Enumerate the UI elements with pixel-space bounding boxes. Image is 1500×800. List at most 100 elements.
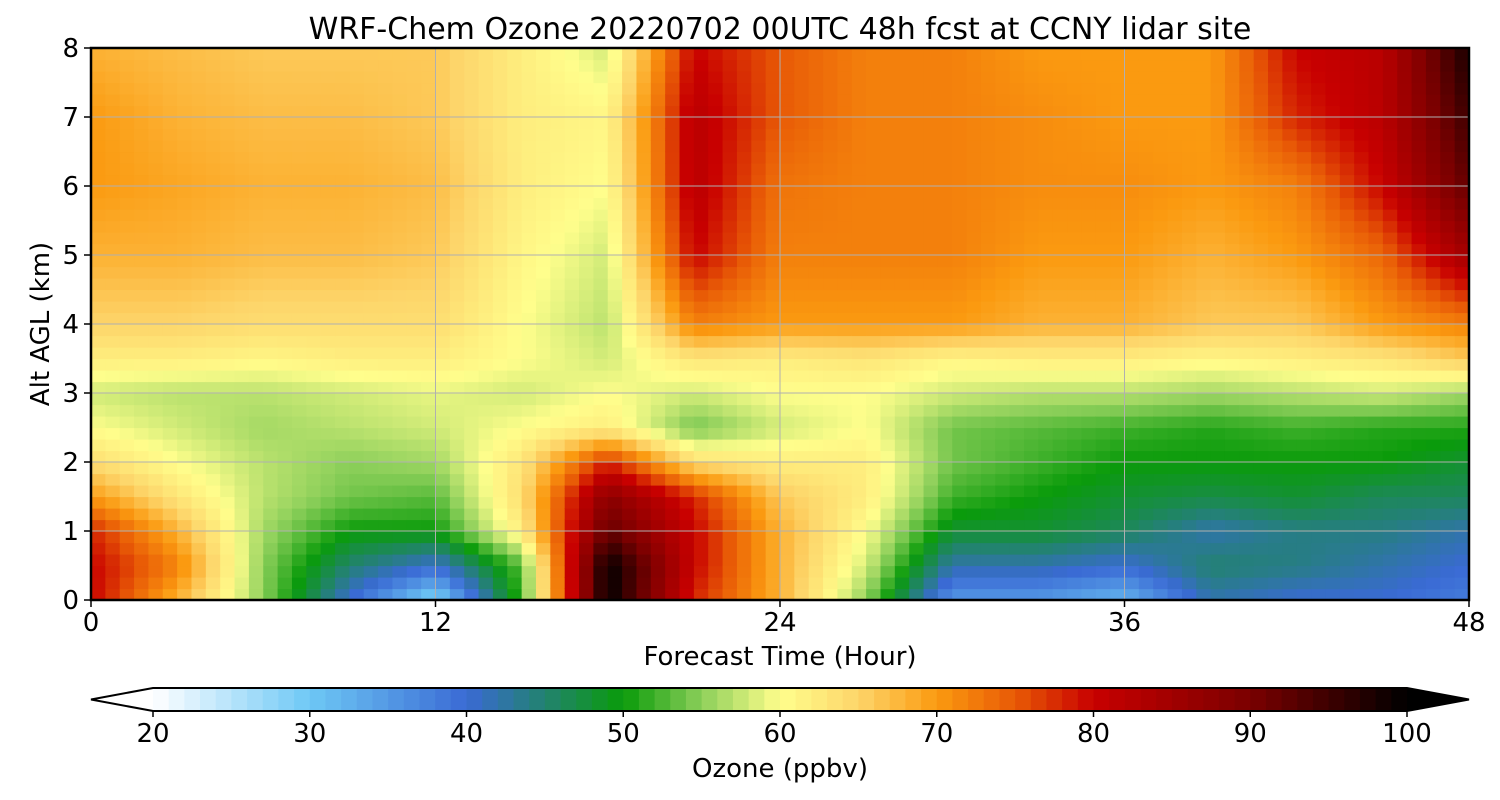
ozone-cell [349, 588, 365, 600]
ozone-cell [1296, 232, 1312, 245]
ozone-cell [736, 255, 752, 268]
ozone-cell [335, 82, 350, 95]
ozone-cell [1354, 59, 1370, 72]
ozone-cell [650, 531, 666, 544]
ozone-cell [665, 531, 681, 544]
ozone-cell [464, 577, 480, 590]
ozone-cell [105, 393, 121, 406]
colorbar-segment [1312, 688, 1330, 711]
ozone-cell [392, 232, 408, 245]
ozone-cell [234, 59, 250, 72]
ozone-cell [708, 140, 724, 153]
ozone-cell [421, 508, 437, 521]
ozone-cell [1009, 174, 1025, 187]
ozone-cell [808, 577, 824, 590]
ozone-cell [564, 232, 580, 245]
ozone-cell [1440, 232, 1456, 245]
ozone-cell [751, 347, 767, 360]
ozone-cell [1110, 554, 1126, 567]
ozone-cell [335, 565, 350, 578]
ozone-cell [1440, 427, 1456, 440]
ozone-cell [1224, 278, 1240, 291]
ozone-cell [579, 105, 594, 118]
ozone-cell [363, 266, 379, 279]
ozone-cell [406, 542, 422, 555]
ozone-cell [794, 577, 810, 590]
ozone-cell [1411, 163, 1427, 176]
ozone-cell [248, 393, 264, 406]
ozone-cell [909, 531, 925, 544]
ozone-cell [866, 301, 882, 314]
ozone-cell [162, 255, 178, 268]
ozone-cell [952, 232, 968, 245]
ozone-cell [1282, 71, 1298, 84]
ozone-cell [521, 381, 537, 394]
ozone-cell [378, 128, 394, 141]
ozone-cell [708, 197, 724, 210]
ozone-cell [1411, 243, 1427, 256]
ozone-cell [1253, 404, 1269, 417]
ozone-cell [1067, 404, 1083, 417]
ozone-cell [119, 289, 135, 302]
ozone-cell [808, 174, 824, 187]
ozone-cell [1095, 289, 1111, 302]
colorbar-segment [325, 688, 342, 711]
ozone-cell [521, 347, 537, 360]
ozone-cell [1081, 370, 1097, 383]
ozone-cell [349, 186, 365, 199]
ozone-cell [593, 404, 609, 417]
ozone-cell [478, 174, 494, 187]
ozone-cell [363, 243, 379, 256]
ozone-cell [1368, 220, 1384, 233]
ozone-cell [607, 485, 623, 498]
ozone-cell [148, 163, 164, 176]
ozone-cell [1210, 496, 1226, 509]
ozone-cell [134, 519, 150, 532]
ozone-cell [205, 301, 221, 314]
ozone-cell [693, 128, 709, 141]
ozone-cell [1354, 48, 1370, 61]
ozone-cell [952, 174, 968, 187]
ozone-cell [1038, 312, 1054, 325]
ozone-cell [1181, 531, 1197, 544]
ozone-cell [521, 427, 537, 440]
ozone-cell [1368, 209, 1384, 222]
ozone-cell [205, 335, 221, 348]
ozone-cell [205, 542, 221, 555]
ozone-cell [277, 577, 293, 590]
ozone-cell [593, 370, 609, 383]
ozone-cell [1382, 117, 1398, 130]
ozone-cell [1382, 301, 1398, 314]
ozone-cell [234, 393, 250, 406]
ozone-cell [1052, 554, 1068, 567]
ozone-cell [191, 128, 207, 141]
ozone-cell [650, 312, 666, 325]
ozone-cell [808, 404, 824, 417]
ozone-cell [1153, 519, 1169, 532]
ozone-cell [679, 186, 695, 199]
ozone-cell [478, 151, 494, 164]
ozone-cell [823, 174, 839, 187]
ozone-cell [105, 450, 121, 463]
ozone-cell [306, 209, 322, 222]
ozone-cell [1339, 128, 1355, 141]
ozone-cell [1239, 289, 1255, 302]
ozone-cell [880, 301, 896, 314]
ozone-cell [1454, 278, 1469, 291]
ozone-cell [1081, 128, 1097, 141]
ozone-cell [177, 59, 193, 72]
ozone-cell [1224, 427, 1240, 440]
ozone-cell [765, 301, 781, 314]
ozone-cell [937, 358, 953, 371]
ozone-cell [665, 151, 681, 164]
ozone-cell [220, 496, 236, 509]
ozone-cell [593, 197, 609, 210]
ozone-cell [1239, 496, 1255, 509]
ozone-cell [909, 186, 925, 199]
colorbar-segment [638, 688, 655, 711]
ozone-cell [392, 301, 408, 314]
ozone-cell [464, 554, 480, 567]
ozone-cell [1354, 151, 1370, 164]
ozone-cell [435, 151, 451, 164]
ozone-cell [521, 588, 537, 600]
